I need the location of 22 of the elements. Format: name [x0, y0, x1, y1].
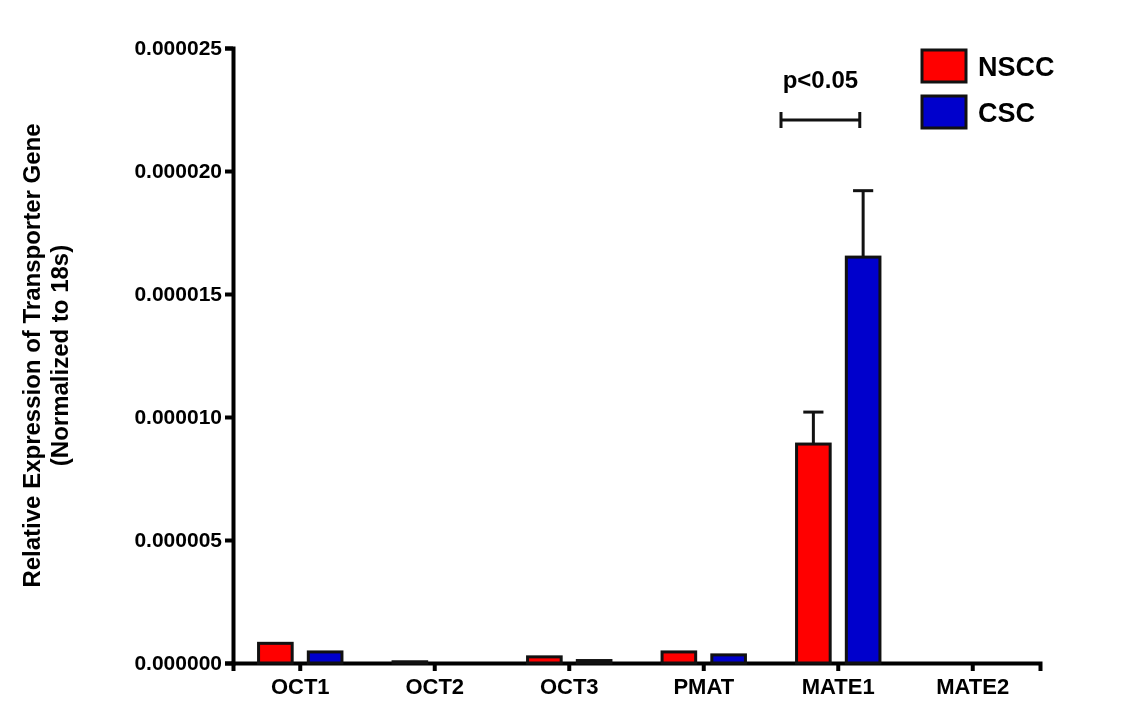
y-tick-label: 0.000015 [134, 282, 223, 306]
bar [660, 650, 698, 665]
y-tick-label: 0.000020 [134, 159, 222, 183]
x-tick-label: MATE2 [936, 673, 1010, 699]
x-tick-label: OCT3 [539, 673, 599, 699]
y-tick-label: 0.000010 [134, 405, 222, 429]
bar [257, 641, 294, 665]
bar [710, 653, 747, 665]
x-tick-label: MATE1 [801, 673, 875, 699]
legend-label: NSCC [978, 52, 1055, 82]
y-tick-label: 0.000000 [134, 651, 222, 675]
x-tick-label: PMAT [673, 673, 735, 699]
bar [575, 659, 613, 665]
bar [306, 650, 344, 665]
annotation: p<0.05 [782, 66, 859, 93]
y-tick-label: 0.000005 [134, 528, 223, 552]
y-tick-label: 0.000025 [134, 36, 223, 60]
bar [526, 655, 563, 665]
legend-label: CSC [978, 98, 1036, 128]
y-axis-title: Relative Expression of Transporter Gene (Normalized to 18s) [18, 123, 73, 588]
x-tick-label: OCT1 [270, 673, 330, 699]
x-tick-label: OCT2 [405, 673, 465, 699]
